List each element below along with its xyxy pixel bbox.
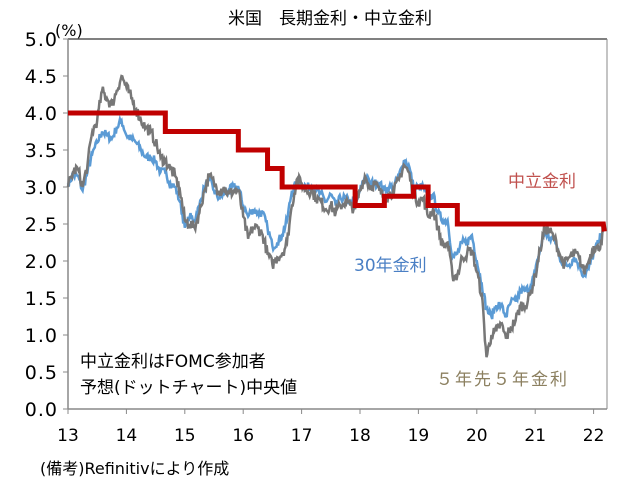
y-tick-label: 3.0 — [25, 177, 58, 199]
x-tick-label: 18 — [349, 426, 371, 446]
note-line-1: 中立金利はFOMC参加者 — [80, 352, 266, 372]
y-tick-label: 1.0 — [25, 325, 58, 347]
fwd-label: ５年先５年金利 — [436, 370, 569, 390]
x-tick-label: 22 — [583, 426, 605, 446]
y-tick-label: 0.5 — [25, 362, 58, 384]
y-tick-label: 1.5 — [25, 288, 58, 310]
y30-label: 30年金利 — [354, 256, 427, 276]
y-tick-label: 2.0 — [25, 251, 58, 273]
source-note: (備考)Refinitivにより作成 — [40, 459, 229, 478]
x-tick-label: 21 — [524, 426, 546, 446]
y-tick-label: 0.0 — [25, 399, 58, 421]
x-tick-label: 13 — [57, 426, 79, 446]
x-tick-label: 14 — [116, 426, 138, 446]
x-tick-label: 20 — [466, 426, 488, 446]
y-tick-label: 3.5 — [25, 140, 58, 162]
note-line-2: 予想(ドットチャート)中央値 — [80, 378, 297, 398]
neutral-label: 中立金利 — [508, 172, 576, 192]
x-tick-label: 16 — [232, 426, 254, 446]
series-line-neutral — [68, 110, 607, 232]
series-line-5y5y — [66, 74, 605, 358]
x-tick-label: 17 — [291, 426, 313, 446]
x-tick-label: 19 — [408, 426, 430, 446]
y-tick-label: 4.5 — [25, 66, 58, 88]
y-tick-label: 5.0 — [25, 29, 58, 51]
x-tick-label: 15 — [174, 426, 196, 446]
y-tick-label: 2.5 — [25, 214, 58, 236]
chart-title: 米国 長期金利・中立金利 — [228, 9, 432, 29]
y-tick-label: 4.0 — [25, 103, 58, 125]
y-unit-label: (%) — [55, 21, 83, 40]
series-line-30y — [66, 114, 605, 320]
